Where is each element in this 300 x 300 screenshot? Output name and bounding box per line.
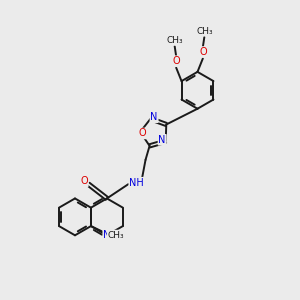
Text: NH: NH xyxy=(129,178,144,188)
Text: CH₃: CH₃ xyxy=(108,230,124,239)
Text: N: N xyxy=(103,230,111,240)
Text: CH₃: CH₃ xyxy=(196,27,213,36)
Text: O: O xyxy=(199,47,207,57)
Text: O: O xyxy=(80,176,88,186)
Text: O: O xyxy=(172,56,180,66)
Text: N: N xyxy=(150,112,158,122)
Text: O: O xyxy=(139,128,146,139)
Text: CH₃: CH₃ xyxy=(167,36,183,45)
Text: N: N xyxy=(158,135,166,145)
